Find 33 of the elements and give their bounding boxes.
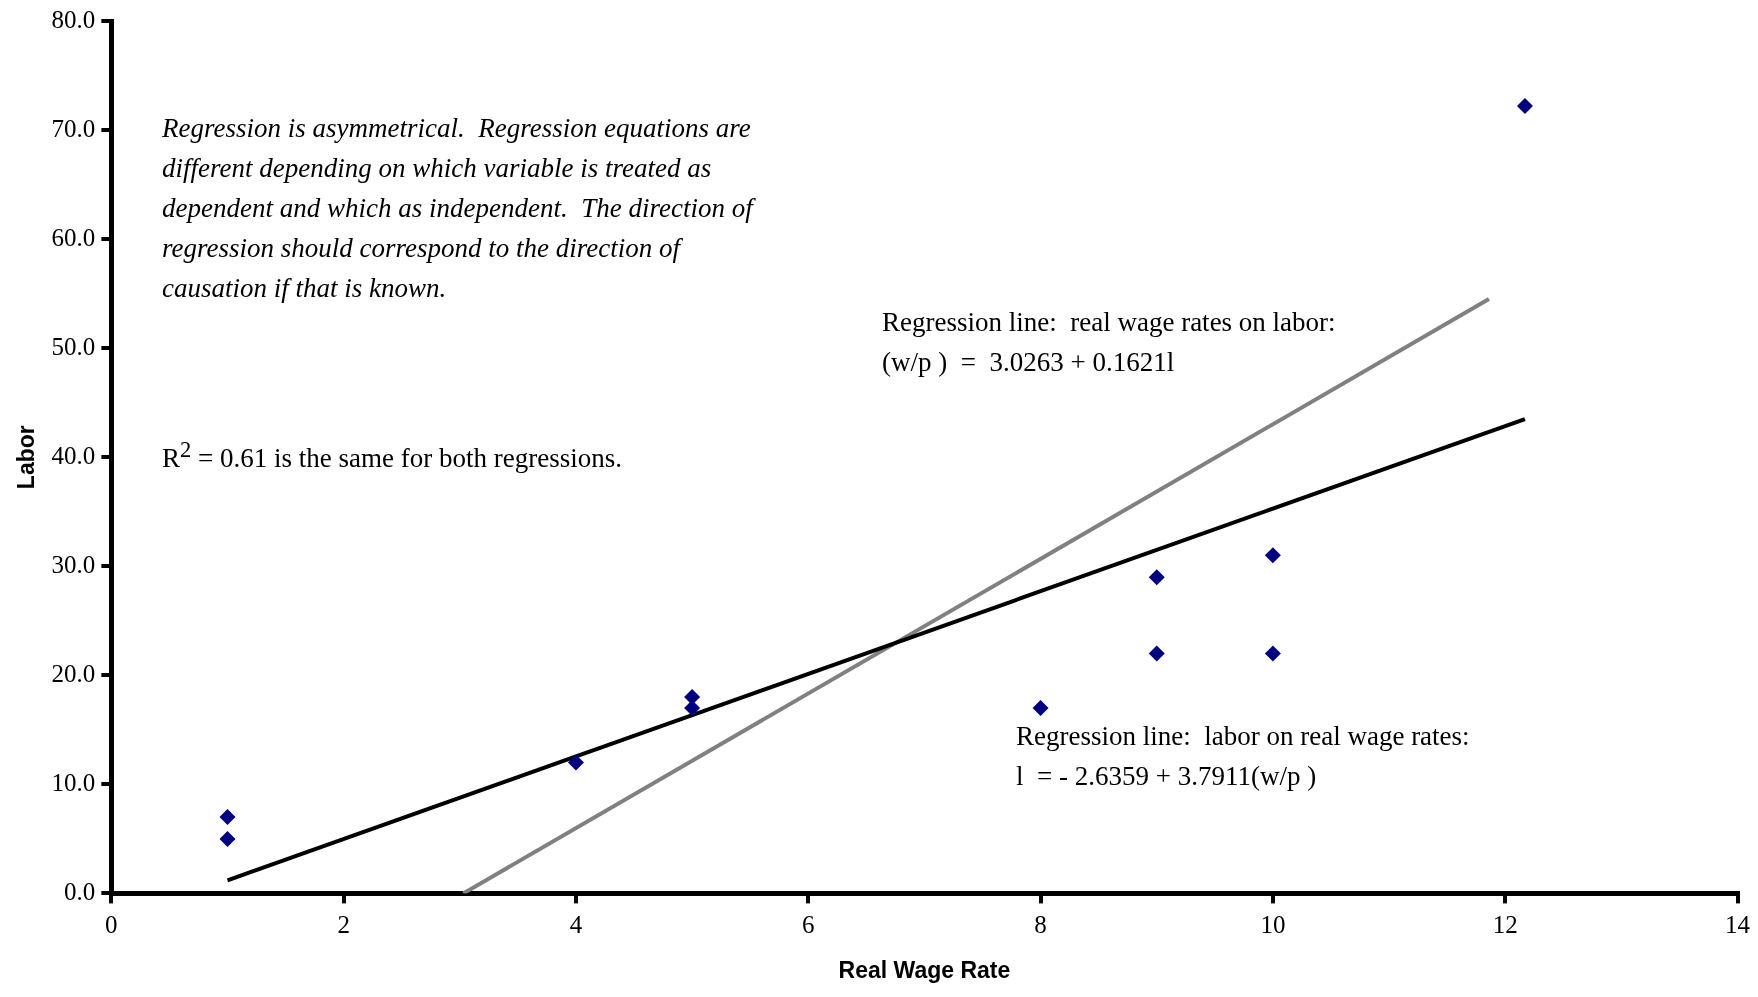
x-tick-label: 8 [1034,910,1047,938]
point [1264,645,1281,662]
point [1516,98,1533,115]
y-tick-label: 30.0 [51,550,96,578]
x-tick-label: 14 [1725,910,1751,938]
y-tick-label: 80.0 [51,5,96,33]
x-tick-label: 10 [1260,910,1286,938]
point [219,830,236,847]
y-tick-label: 60.0 [51,223,96,251]
point [1148,645,1165,662]
x-tick-label: 12 [1492,910,1518,938]
point [1148,569,1165,586]
annotation: R$^{2}$ = 0.61 is the same for both regressions. [162,436,622,475]
x-tick-label: 6 [802,910,815,938]
annotation: Regression is asymmetrical. Regression equations are different depending on which variable is treated as dependent and which as independent. The direction of regression should correspond to the direction of causation if that is known. [162,112,757,305]
point [1032,700,1049,717]
point [219,809,236,826]
annotation: Regression line: real wage rates on labor: (w/p ) = 3.0263 + 0.1621l [882,306,1336,379]
annotation: Regression line: labor on real wage rates: l = - 2.6359 + 3.7911(w/p ) [1016,720,1470,793]
point [684,700,701,717]
y-tick-label: 20.0 [51,659,96,687]
y-tick-label: 0.0 [64,877,96,905]
y-axis-title: Labor [13,425,40,490]
point [1264,547,1281,564]
y-tick-label: 10.0 [51,768,96,796]
point [567,754,584,771]
x-axis-title: Real Wage Rate [838,956,1011,983]
x-tick-label: 0 [105,910,118,938]
y-tick-label: 40.0 [51,441,96,469]
y-tick-label: 70.0 [51,114,96,142]
x-tick-label: 4 [569,910,583,938]
x-tick-label: 2 [337,910,350,938]
y-tick-label: 50.0 [51,332,96,360]
